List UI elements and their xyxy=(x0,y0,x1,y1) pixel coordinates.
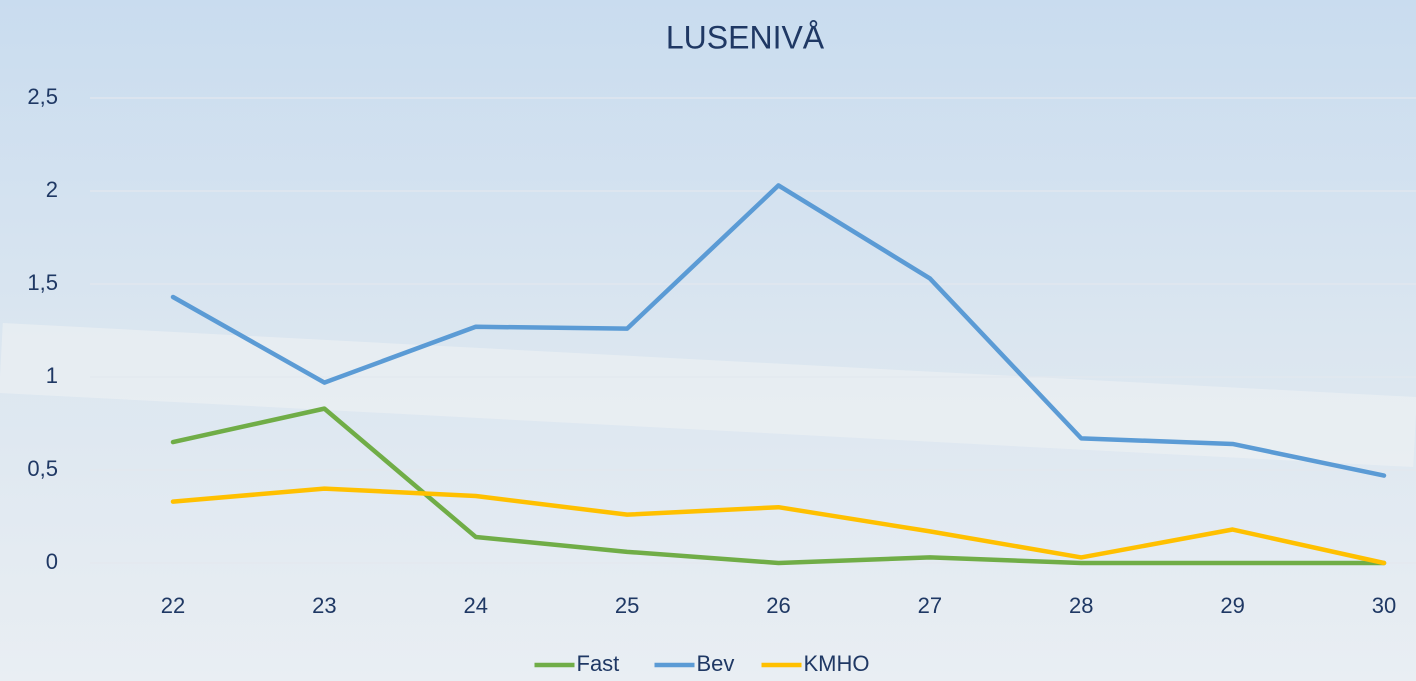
chart: LUSENIVÅ 0 0,5 1 1,5 2 2,5 22 23 24 25 26 27 28 29 30 F… xyxy=(0,0,1416,681)
x-tick-label: 22 xyxy=(161,593,185,618)
y-tick-label: 0 xyxy=(46,549,58,574)
y-tick-label: 2 xyxy=(46,177,58,202)
x-tick-label: 26 xyxy=(766,593,790,618)
x-tick-label: 27 xyxy=(918,593,942,618)
y-tick-label: 0,5 xyxy=(27,456,58,481)
chart-title: LUSENIVÅ xyxy=(666,19,825,55)
y-tick-label: 1 xyxy=(46,363,58,388)
x-tick-label: 30 xyxy=(1372,593,1396,618)
x-tick-label: 24 xyxy=(464,593,488,618)
x-tick-label: 29 xyxy=(1220,593,1244,618)
legend-label: KMHO xyxy=(804,651,870,676)
x-tick-label: 23 xyxy=(312,593,336,618)
legend-label: Fast xyxy=(577,651,620,676)
y-tick-label: 1,5 xyxy=(27,270,58,295)
legend-label: Bev xyxy=(697,651,735,676)
y-tick-label: 2,5 xyxy=(27,84,58,109)
x-tick-label: 28 xyxy=(1069,593,1093,618)
x-tick-label: 25 xyxy=(615,593,639,618)
